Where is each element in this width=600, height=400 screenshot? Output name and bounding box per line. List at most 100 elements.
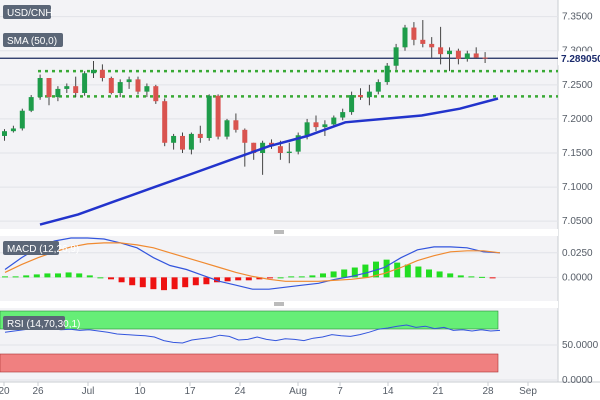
candle-body: [215, 95, 221, 137]
rsi-tag: RSI (14,70,30,1): [3, 316, 80, 330]
instrument-tag: USD/CNH: [3, 5, 53, 19]
candle-body: [438, 47, 444, 55]
macd-panel: [0, 235, 558, 302]
macd-histogram-bar: [415, 266, 422, 278]
candle-body: [455, 50, 461, 59]
macd-histogram-bar: [468, 276, 475, 278]
macd-tag: MACD (12,26,9): [3, 241, 79, 255]
candle-body: [10, 128, 16, 132]
candle-body: [322, 124, 328, 128]
macd-histogram-bar: [65, 272, 72, 278]
macd-histogram-bar: [447, 273, 454, 278]
time-tick-label: 21: [432, 386, 444, 397]
candle-body: [402, 27, 408, 48]
time-tick-label: 26: [32, 386, 44, 397]
candle-body: [91, 69, 96, 74]
candle-body: [482, 57, 488, 59]
time-tick-label: Jul: [82, 386, 95, 397]
candle-body: [162, 101, 168, 143]
candle-body: [37, 78, 43, 98]
candle-body: [313, 122, 319, 128]
macd-histogram-bar: [203, 277, 210, 285]
macd-histogram-bar: [171, 277, 178, 290]
current-price-label: 7.289050: [561, 54, 600, 65]
macd-resize-handle[interactable]: [0, 229, 558, 236]
time-axis: 20 26 Jul 10 17 24 Aug 7 14 21 28 Sep: [0, 382, 537, 397]
candle-body: [233, 120, 239, 130]
candle-body: [447, 50, 452, 55]
macd-histogram-bar: [97, 277, 104, 279]
candle-body: [126, 79, 132, 83]
time-tick-label: 20: [0, 386, 10, 397]
macd-histogram-bar: [436, 271, 443, 278]
candle-body: [73, 86, 79, 93]
macd-tick-label: 0.0250: [562, 248, 593, 259]
macd-histogram-bar: [383, 259, 390, 278]
macd-histogram-bar: [182, 277, 189, 288]
candle-body: [135, 79, 141, 92]
macd-histogram-bar: [150, 277, 157, 290]
macd-histogram-bar: [330, 271, 337, 278]
macd-histogram-bar: [341, 269, 348, 278]
macd-histogram-bar: [23, 275, 30, 278]
macd-histogram-bar: [224, 277, 231, 282]
macd-label: MACD (12,26,9): [7, 244, 79, 255]
macd-histogram-bar: [76, 273, 83, 278]
macd-histogram-bar: [192, 277, 199, 286]
time-tick-label: 28: [482, 386, 494, 397]
macd-histogram-bar: [245, 277, 252, 281]
macd-histogram-bar: [426, 269, 432, 278]
candle-body: [224, 120, 230, 137]
candle-body: [242, 129, 248, 143]
time-tick-label: Sep: [519, 386, 537, 397]
macd-histogram-bar: [55, 273, 61, 278]
price-tick-label: 7.2500: [562, 80, 593, 91]
candle-body: [188, 133, 194, 150]
macd-histogram-bar: [44, 273, 51, 278]
candle-body: [28, 97, 34, 111]
candle-body: [358, 95, 363, 98]
rsi-overbought-zone: [0, 310, 499, 330]
time-tick-label: 7: [337, 386, 343, 397]
candle-body: [82, 73, 88, 93]
candle-body: [180, 135, 185, 150]
candle-body: [384, 65, 390, 83]
candle-body: [171, 135, 177, 143]
price-tick-label: 7.3500: [562, 12, 593, 23]
macd-histogram-bar: [161, 277, 167, 291]
candle-body: [340, 112, 346, 118]
macd-histogram-bar: [404, 264, 411, 278]
macd-histogram-bar: [256, 277, 263, 280]
macd-histogram-bar: [479, 276, 485, 278]
candle-body: [99, 69, 105, 78]
macd-histogram-bar: [139, 277, 146, 288]
candle-body: [144, 86, 150, 92]
macd-histogram-bar: [86, 275, 93, 278]
rsi-resize-handle[interactable]: [0, 301, 558, 308]
candle-body: [2, 131, 7, 136]
price-tick-label: 7.1000: [562, 182, 593, 193]
candle-body: [277, 146, 283, 153]
macd-histogram-bar: [12, 276, 19, 278]
candle-body: [117, 82, 123, 93]
time-tick-label: 14: [382, 386, 394, 397]
candle-body: [251, 142, 257, 153]
macd-histogram-bar: [267, 277, 273, 279]
macd-histogram-bar: [489, 277, 496, 279]
sma-tag: SMA (50,0): [3, 33, 63, 47]
candle-body: [55, 88, 61, 98]
candle-body: [46, 78, 52, 98]
candle-body: [286, 151, 292, 153]
macd-histogram-bar: [108, 277, 114, 280]
candle-body: [304, 122, 310, 136]
candle-body: [366, 91, 372, 98]
candle-body: [295, 135, 301, 152]
macd-histogram-bar: [277, 277, 284, 279]
instrument-label: USD/CNH: [7, 8, 53, 19]
price-panel: [0, 0, 558, 230]
candle-body: [349, 95, 355, 113]
price-tick-label: 7.1500: [562, 148, 593, 159]
rsi-tick-label: 0.0000: [562, 375, 593, 386]
candle-body: [464, 53, 470, 59]
